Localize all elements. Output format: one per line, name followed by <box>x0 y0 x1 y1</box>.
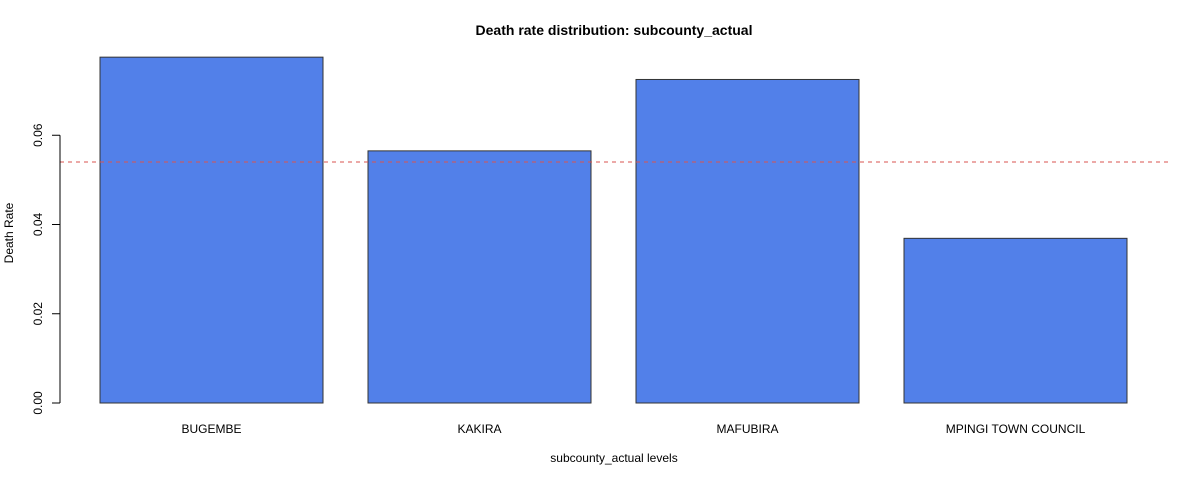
chart-title: Death rate distribution: subcounty_actua… <box>476 22 753 38</box>
bar-bugembe <box>99 56 324 404</box>
y-axis-label: Death Rate <box>2 202 16 263</box>
x-tick-label: BUGEMBE <box>181 422 241 436</box>
bar-mafubira <box>635 78 860 404</box>
y-tick-label: 0.00 <box>31 391 45 415</box>
y-tick-label: 0.02 <box>31 302 45 326</box>
bars-group <box>99 56 1128 404</box>
x-tick-label: MPINGI TOWN COUNCIL <box>946 422 1086 436</box>
x-tick-label: KAKIRA <box>457 422 501 436</box>
bar-mpingi-town-council <box>903 237 1128 404</box>
x-category-labels: BUGEMBE KAKIRA MAFUBIRA MPINGI TOWN COUNCIL <box>181 422 1085 436</box>
x-tick-label: MAFUBIRA <box>716 422 778 436</box>
y-tick-label: 0.04 <box>31 212 45 236</box>
x-axis-label: subcounty_actual levels <box>550 451 677 465</box>
y-tick-label: 0.06 <box>31 123 45 147</box>
bar-kakira <box>367 150 592 404</box>
y-axis: 0.00 0.02 0.04 0.06 <box>31 123 61 415</box>
